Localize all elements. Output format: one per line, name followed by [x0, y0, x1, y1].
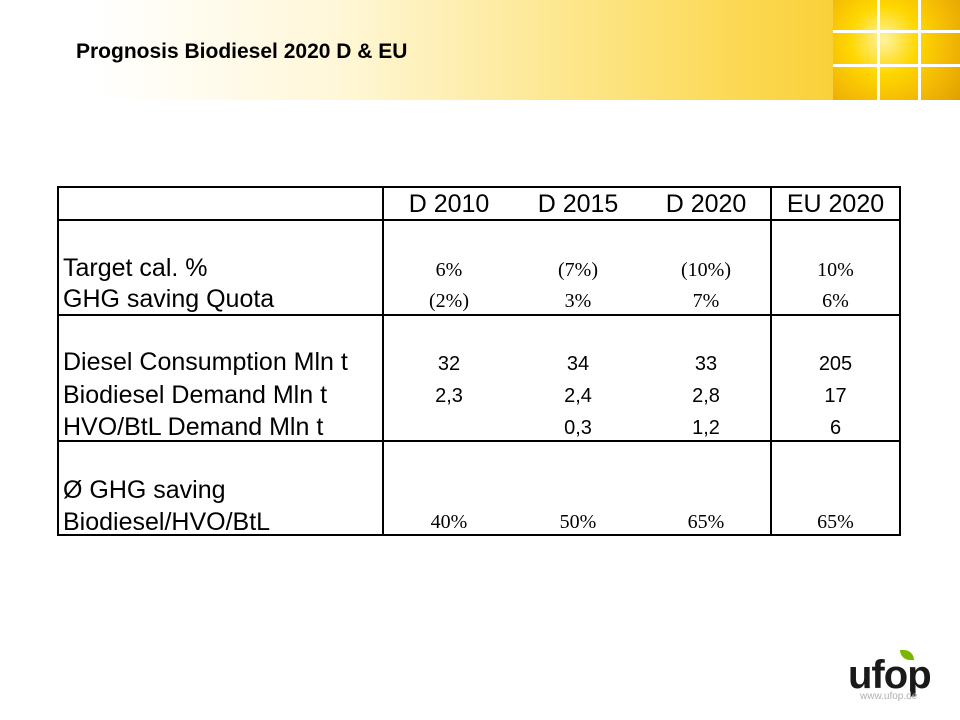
column-header: EU 2020 — [786, 190, 885, 218]
photo-grid-line — [833, 30, 960, 33]
logo-leaf-icon — [900, 650, 914, 660]
row-label-ghg-saving: Ø GHG saving — [63, 476, 226, 504]
row-label-hvo-btl-demand: HVO/BtL Demand Mln t — [63, 413, 324, 441]
photo-grid-line — [833, 64, 960, 67]
data-table: D 2010 D 2015 D 2020 EU 2020 Target cal.… — [57, 186, 901, 536]
header-flower-photo — [833, 0, 960, 100]
column-header: D 2015 — [537, 190, 619, 218]
table-divider — [770, 186, 772, 536]
header-band — [0, 0, 960, 100]
page-title: Prognosis Biodiesel 2020 D & EU — [76, 40, 408, 63]
table-divider — [57, 314, 901, 316]
table-cell: 2,4 — [564, 385, 592, 407]
table-cell: 65% — [817, 511, 854, 533]
table-cell: 2,3 — [435, 385, 463, 407]
table-cell: 0,3 — [564, 417, 592, 439]
table-cell: 6 — [829, 417, 842, 439]
table-border-right — [899, 186, 901, 536]
table-cell: (2%) — [429, 290, 469, 312]
table-cell: 205 — [818, 353, 853, 375]
logo-url: www.ufop.de — [860, 691, 918, 702]
table-cell: (10%) — [681, 259, 731, 281]
table-cell: 65% — [687, 511, 725, 533]
table-cell: 2,8 — [692, 385, 720, 407]
table-border-bottom — [57, 534, 901, 536]
row-label-ghg-saving-fuels: Biodiesel/HVO/BtL — [63, 508, 271, 536]
table-cell: 17 — [824, 385, 847, 407]
row-label-biodiesel-demand: Biodiesel Demand Mln t — [63, 381, 328, 409]
table-cell: 6% — [435, 259, 463, 281]
table-divider — [57, 219, 901, 221]
table-cell: 33 — [694, 353, 718, 375]
photo-grid-line — [877, 0, 880, 100]
table-cell: 6% — [822, 290, 849, 312]
table-cell: (7%) — [558, 259, 598, 281]
table-cell: 50% — [559, 511, 597, 533]
table-divider — [57, 440, 901, 442]
table-cell: 10% — [817, 259, 854, 281]
column-header: D 2010 — [408, 190, 490, 218]
row-label-target: Target cal. % — [63, 254, 208, 282]
row-label-diesel-consumption: Diesel Consumption Mln t — [63, 348, 348, 376]
table-cell: 7% — [692, 290, 720, 312]
table-cell: 1,2 — [692, 417, 720, 439]
table-border-left — [57, 186, 59, 536]
table-cell: 32 — [437, 353, 461, 375]
column-header: D 2020 — [665, 190, 747, 218]
table-cell: 34 — [566, 353, 590, 375]
table-cell: 40% — [430, 511, 468, 533]
photo-grid-line — [918, 0, 921, 100]
table-divider — [382, 186, 384, 536]
table-border-top — [57, 186, 901, 188]
table-cell: 3% — [564, 290, 592, 312]
row-label-ghg-quota: GHG saving Quota — [63, 285, 275, 313]
ufop-logo: ufop — [848, 653, 932, 697]
